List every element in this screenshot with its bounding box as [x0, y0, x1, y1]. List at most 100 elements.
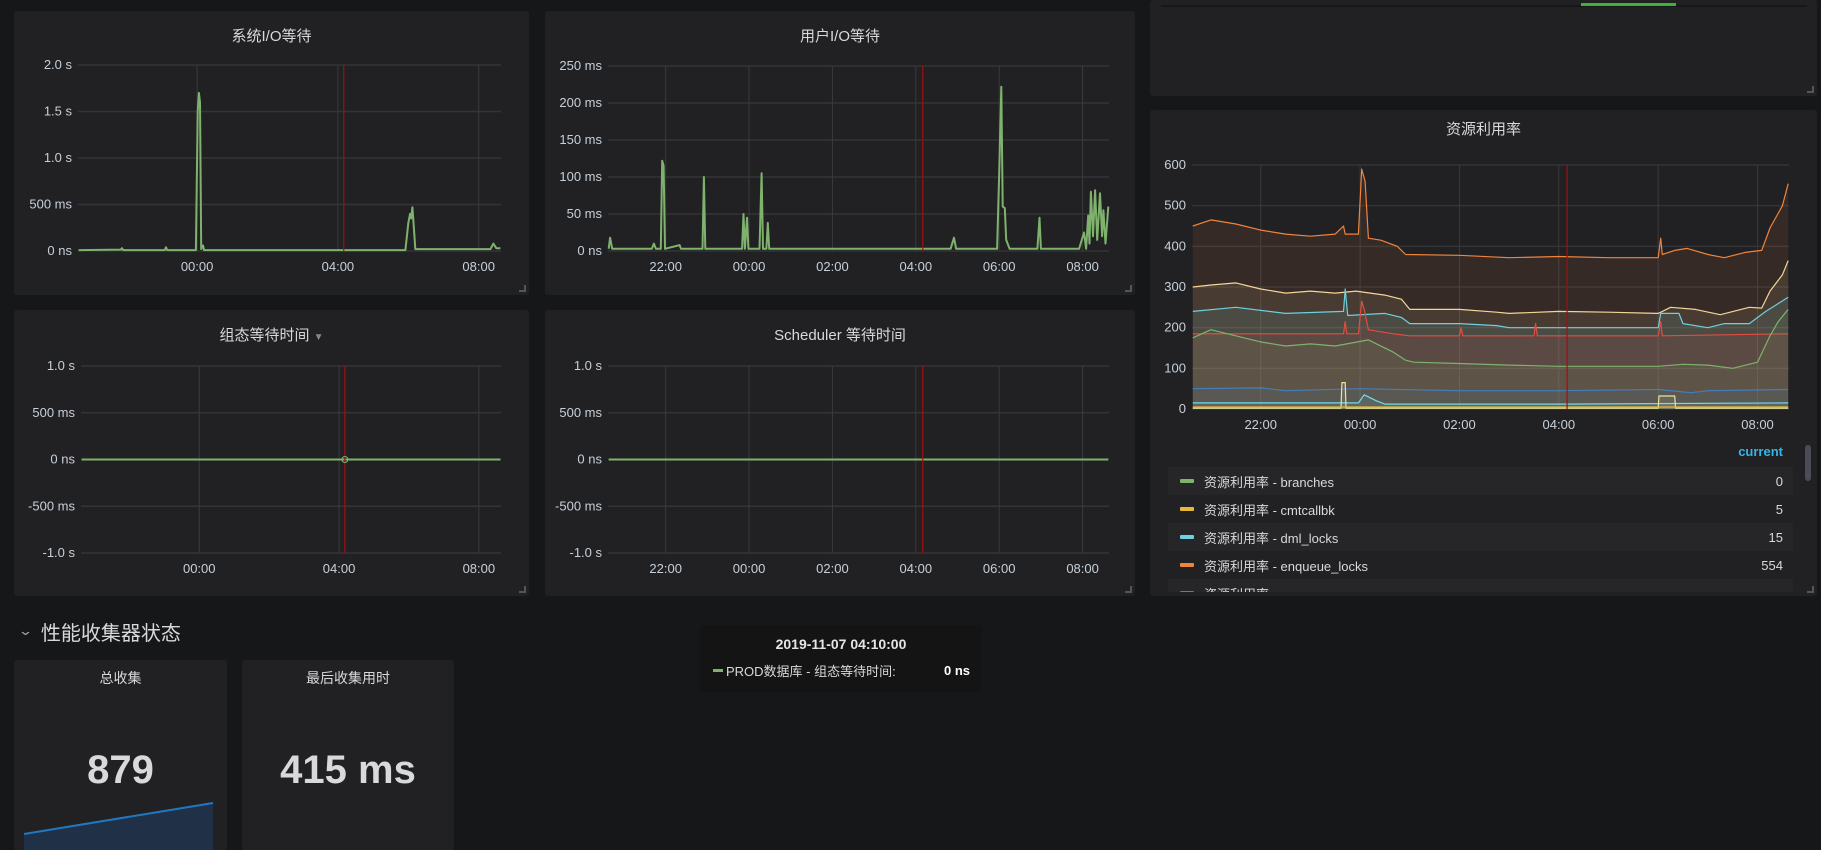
series-line [1192, 260, 1789, 316]
hover-point [341, 456, 349, 463]
chart-user-io-wait: 0 ns 50 ms 100 ms 150 ms 200 ms 250 ms 22:00 00… [559, 58, 1110, 274]
top-right-panel [1150, 0, 1817, 96]
legend-value: 0 [1775, 473, 1783, 489]
x-tick-label: 08:00 [1066, 561, 1099, 576]
chevron-down-icon[interactable]: ⌄ [17, 623, 34, 638]
x-tick-label: 02:00 [816, 259, 849, 274]
panel-title[interactable]: 资源利用率 [1445, 121, 1521, 138]
tooltip-series: PROD数据库 - 组态等待时间: [726, 664, 896, 679]
y-tick-label: 500 ms [559, 405, 602, 420]
x-tick-label: 08:00 [1066, 259, 1099, 274]
y-tick-label: -500 ms [28, 498, 75, 513]
legend-item[interactable]: 资源利用率 - enqueue_locks 554 [1168, 551, 1793, 579]
x-tick-label: 04:00 [1543, 417, 1576, 432]
x-tick-label: 02:00 [816, 561, 849, 576]
y-tick-label: 1.0 s [44, 150, 73, 165]
chart-scheduler-wait: -1.0 s -500 ms 0 ns 500 ms 1.0 s 22:00 00:00 02… [555, 358, 1109, 576]
y-tick-label: 50 ms [567, 206, 603, 221]
y-tick-label: 500 ms [32, 405, 75, 420]
x-tick-label: 00:00 [733, 561, 766, 576]
y-tick-label: 0 [1179, 401, 1186, 416]
x-tick-label: 04:00 [900, 259, 933, 274]
track-strip [1161, 5, 1807, 7]
x-tick-label: 00:00 [181, 259, 214, 274]
x-tick-label: 00:00 [1344, 417, 1377, 432]
x-tick-label: 06:00 [983, 259, 1016, 274]
section-row-collector-status[interactable]: ⌄ 性能收集器状态 [17, 616, 181, 646]
series-line [1192, 309, 1789, 369]
x-tick-label: 08:00 [462, 259, 495, 274]
section-title: 性能收集器状态 [40, 622, 181, 645]
resize-handle[interactable] [1125, 285, 1132, 292]
panel-title-text: 组态等待时间 [219, 327, 310, 344]
stat-value: 415 ms [280, 748, 416, 792]
legend-value: 5 [1775, 501, 1783, 517]
resize-handle[interactable] [519, 285, 526, 292]
resize-handle[interactable] [1807, 586, 1814, 593]
legend-item[interactable]: 资源利用率 [1168, 579, 1793, 592]
chart-system-io-wait: 0 ns 500 ms 1.0 s 1.5 s 2.0 s 00:00 04:00 08:00 [29, 57, 501, 274]
y-tick-label: 100 [1164, 360, 1186, 375]
legend-swatch [1180, 535, 1194, 539]
legend-item[interactable]: 资源利用率 - branches 0 [1168, 467, 1793, 495]
stat-title[interactable]: 最后收集用时 [306, 670, 390, 686]
resize-handle[interactable] [1807, 86, 1814, 93]
y-tick-label: 150 ms [559, 132, 602, 147]
series-line [1192, 394, 1789, 405]
sparkline-area [24, 803, 213, 850]
y-tick-label: 100 ms [559, 169, 602, 184]
y-tick-label: 2.0 s [44, 57, 73, 72]
chart-config-wait: -1.0 s -500 ms 0 ns 500 ms 1.0 s 00:00 04:00 08… [28, 358, 501, 576]
panel-scheduler-wait: Scheduler 等待时间 -1.0 s -500 ms 0 ns 500 ms 1.… [545, 310, 1135, 596]
y-tick-label: 200 [1164, 320, 1186, 335]
legend-name: 资源利用率 - dml_locks [1204, 530, 1339, 546]
panel-title[interactable]: Scheduler 等待时间 [774, 327, 906, 344]
x-tick-label: 22:00 [649, 561, 682, 576]
y-tick-label: -500 ms [555, 498, 602, 513]
y-tick-label: 500 ms [29, 197, 72, 212]
legend-swatch [1180, 507, 1194, 511]
tooltip-time: 2019-11-07 04:10:00 [775, 636, 907, 652]
panel-system-io-wait: 系统I/O等待 0 ns 500 ms 1.0 s 1.5 s 2.0 s 00:00 04… [14, 11, 529, 295]
y-tick-label: 200 ms [559, 95, 602, 110]
legend-swatch [1180, 563, 1194, 567]
panel-config-wait: 组态等待时间 ▼ -1.0 s -500 ms 0 ns 500 ms 1.0 s 00:… [14, 310, 529, 596]
series-line [607, 85, 1110, 250]
x-tick-label: 08:00 [1741, 417, 1774, 432]
x-tick-label: 06:00 [983, 561, 1016, 576]
panel-title[interactable]: 组态等待时间 ▼ [14, 324, 529, 345]
series-line [78, 91, 501, 252]
legend-swatch [1180, 479, 1194, 483]
panel-title[interactable]: 系统I/O等待 [231, 28, 312, 45]
x-tick-label: 04:00 [900, 561, 933, 576]
legend-name: 资源利用率 - cmtcallbk [1204, 502, 1335, 518]
legend-header-current[interactable]: current [1738, 444, 1783, 459]
caret-down-icon[interactable]: ▼ [313, 332, 324, 343]
x-tick-label: 04:00 [322, 259, 355, 274]
graph-tooltip: 2019-11-07 04:10:00 PROD数据库 - 组态等待时间: 0 … [700, 625, 982, 692]
legend-scrollbar[interactable] [1805, 445, 1811, 481]
series-line [1192, 288, 1789, 329]
resize-handle[interactable] [1125, 586, 1132, 593]
y-tick-label: 1.0 s [47, 358, 76, 373]
panel-resource-usage: 资源利用率 0 100 200 300 400 500 600 22:00 00:00 02:00… [1150, 110, 1817, 596]
series-line [1192, 168, 1789, 259]
tooltip-row: PROD数据库 - 组态等待时间: 0 ns [713, 661, 970, 680]
y-tick-label: 1.0 s [574, 358, 603, 373]
stat-value: 879 [87, 748, 154, 792]
progress-bar [1581, 3, 1676, 6]
x-tick-label: 04:00 [323, 561, 356, 576]
tooltip-value: 0 ns [943, 663, 970, 678]
legend-item[interactable]: 资源利用率 - cmtcallbk 5 [1168, 495, 1793, 523]
resize-handle[interactable] [519, 586, 526, 593]
chart-resource-usage: 0 100 200 300 400 500 600 22:00 00:00 02:00 04:00 0… [1164, 157, 1789, 432]
panel-title[interactable]: 用户I/O等待 [799, 28, 880, 45]
stat-panel-total-collections: 总收集 879 [14, 660, 227, 850]
legend-value: 554 [1761, 557, 1783, 573]
legend-item[interactable]: 资源利用率 - dml_locks 15 [1168, 523, 1793, 551]
y-tick-label: 600 [1164, 157, 1186, 172]
stat-title[interactable]: 总收集 [99, 670, 142, 686]
legend: 资源利用率 - branches 0 资源利用率 - cmtcallbk 5 资源利… [1168, 467, 1793, 592]
series-area [1192, 260, 1789, 409]
legend-name: 资源利用率 [1204, 584, 1783, 593]
